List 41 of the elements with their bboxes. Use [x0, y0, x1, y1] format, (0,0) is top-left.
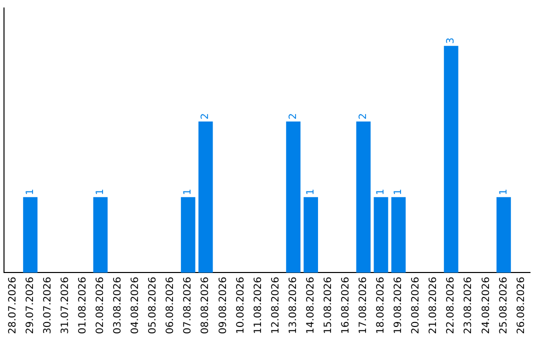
x-tick-label: 07.08.2026 — [182, 276, 194, 334]
x-tick-label: 30.07.2026 — [42, 276, 54, 334]
x-tick-label: 22.08.2026 — [446, 276, 457, 334]
data-label: 2 — [358, 113, 370, 120]
x-tick-label: 20.08.2026 — [410, 276, 422, 334]
x-tick-label: 03.08.2026 — [112, 276, 124, 334]
x-tick-label: 04.08.2026 — [130, 276, 142, 334]
x-tick-label: 01.08.2026 — [77, 276, 88, 334]
data-label: 1 — [24, 188, 36, 196]
data-label: 1 — [305, 188, 316, 196]
x-tick-label: 11.08.2026 — [252, 276, 264, 334]
x-tick-label: 12.08.2026 — [270, 276, 282, 334]
x-tick-label: 15.08.2026 — [322, 276, 334, 334]
data-label: 1 — [182, 188, 194, 196]
x-tick-label: 23.08.2026 — [463, 276, 474, 334]
x-tick-label: 14.08.2026 — [305, 276, 316, 334]
x-tick-label: 10.08.2026 — [235, 276, 246, 334]
x-tick-label: 05.08.2026 — [148, 276, 159, 334]
x-tick-label: 19.08.2026 — [393, 276, 404, 334]
x-tick-label: 06.08.2026 — [165, 276, 176, 334]
x-tick-label: 18.08.2026 — [376, 276, 387, 334]
x-tick-label: 17.08.2026 — [358, 276, 370, 334]
x-tick-label: 31.07.2026 — [60, 276, 71, 334]
x-tick-label: 09.08.2026 — [218, 276, 229, 334]
x-tick-label: 29.07.2026 — [24, 276, 36, 334]
x-tick-label: 25.08.2026 — [498, 276, 510, 334]
x-tick-label: 13.08.2026 — [288, 276, 299, 334]
x-tick-label: 16.08.2026 — [340, 276, 352, 334]
x-tick-label: 21.08.2026 — [428, 276, 440, 334]
data-label: 1 — [393, 188, 404, 196]
data-label: 3 — [446, 37, 457, 44]
data-label: 2 — [288, 113, 299, 120]
x-tick-label: 24.08.2026 — [480, 276, 492, 334]
data-label: 1 — [95, 188, 106, 196]
x-tick-label: 26.08.2026 — [516, 276, 527, 334]
data-label: 1 — [498, 188, 510, 196]
data-label: 1 — [376, 188, 387, 196]
data-label: 2 — [200, 113, 212, 120]
x-tick-label: 02.08.2026 — [95, 276, 106, 334]
x-tick-label: 28.07.2026 — [7, 276, 18, 334]
x-tick-label: 08.08.2026 — [200, 276, 212, 334]
